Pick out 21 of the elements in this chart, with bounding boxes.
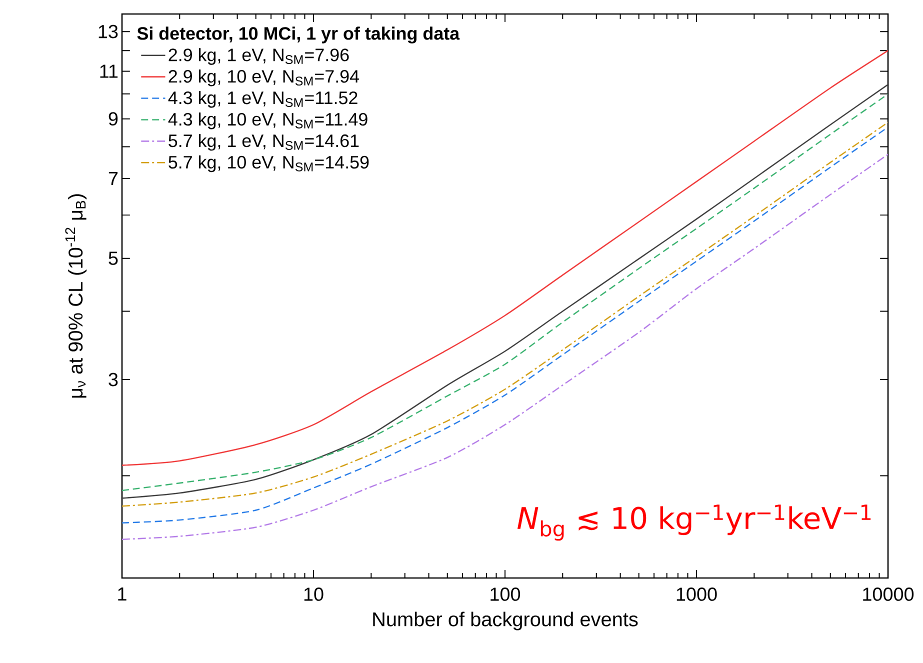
x-tick-label: 1000 bbox=[676, 587, 717, 601]
y-axis-title: μ$_{ν}$ at 90% CL (10$^{-12}$ μ$_{B}$) bbox=[65, 194, 87, 398]
annotation: N$_{bg}$ ≲ 10 kg$^{−1}$yr$^{−1}$keV$^{−1}$ bbox=[517, 504, 871, 541]
legend-label: 4.3 kg, 10 eV, N$_{SM}$=11.49 bbox=[168, 112, 368, 130]
x-tick-label: 10000 bbox=[863, 587, 914, 601]
x-axis-title: Number of background events bbox=[373, 612, 638, 630]
legend-label: 2.9 kg, 1 eV, N$_{SM}$=7.96 bbox=[168, 48, 349, 65]
legend-label: 5.7 kg, 1 eV, N$_{SM}$=14.61 bbox=[168, 134, 359, 151]
legend-label: 2.9 kg, 10 eV, N$_{SM}$=7.94 bbox=[168, 70, 360, 86]
y-tick-label: 9 bbox=[108, 112, 118, 126]
y-tick-label: 7 bbox=[108, 172, 118, 186]
legend-label: 5.7 kg, 10 eV, N$_{SM}$=14.59 bbox=[168, 155, 369, 172]
legend-label: 4.3 kg, 1 eV, N$_{SM}$=11.52 bbox=[168, 91, 358, 108]
y-tick-label: 5 bbox=[108, 252, 118, 265]
y-tick-label: 3 bbox=[108, 372, 118, 386]
x-tick-label: 10 bbox=[304, 587, 324, 601]
x-tick-label: 100 bbox=[490, 587, 520, 601]
y-tick-label: 11 bbox=[100, 64, 118, 78]
y-tick-label: 13 bbox=[98, 24, 118, 38]
legend-title: Si detector, 10 MCi, 1 yr of taking data bbox=[137, 26, 460, 44]
x-tick-label: 1 bbox=[118, 588, 126, 601]
